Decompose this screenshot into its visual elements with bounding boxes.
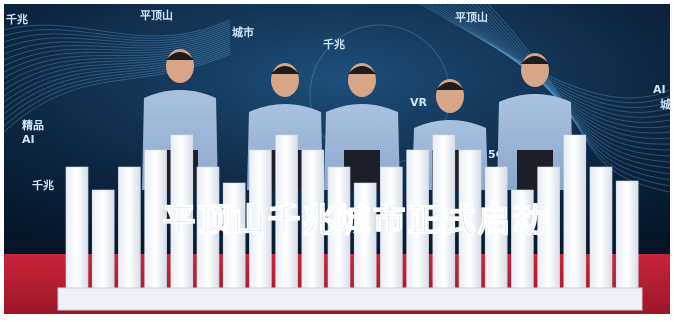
- background-label: 千兆: [32, 178, 54, 192]
- podium-bar: [616, 181, 638, 290]
- podium-bar: [92, 190, 114, 290]
- background-label: 平顶山: [140, 8, 173, 22]
- podium-base: [58, 288, 642, 310]
- podium-bar: [66, 167, 88, 290]
- background-label: AI: [22, 133, 35, 146]
- background-label: AI: [653, 83, 666, 96]
- podium-bar: [590, 167, 612, 290]
- background-label: VR: [410, 96, 428, 109]
- podium-bar: [118, 167, 140, 290]
- background-label: 精品: [22, 118, 44, 132]
- background-label: 千兆: [323, 37, 345, 51]
- background-label: 平顶山: [455, 10, 488, 24]
- background-label: 城: [660, 97, 671, 111]
- background-label: 城市: [232, 25, 254, 39]
- banner-text: 平顶山千兆城市正式启动: [163, 201, 548, 240]
- podium-bar: [564, 135, 586, 290]
- background-label: 千兆: [6, 12, 28, 26]
- photo: 千兆平顶山城市平顶山千兆VR5G精品AI千兆AI城 平顶山千兆城市正式启动: [0, 0, 674, 318]
